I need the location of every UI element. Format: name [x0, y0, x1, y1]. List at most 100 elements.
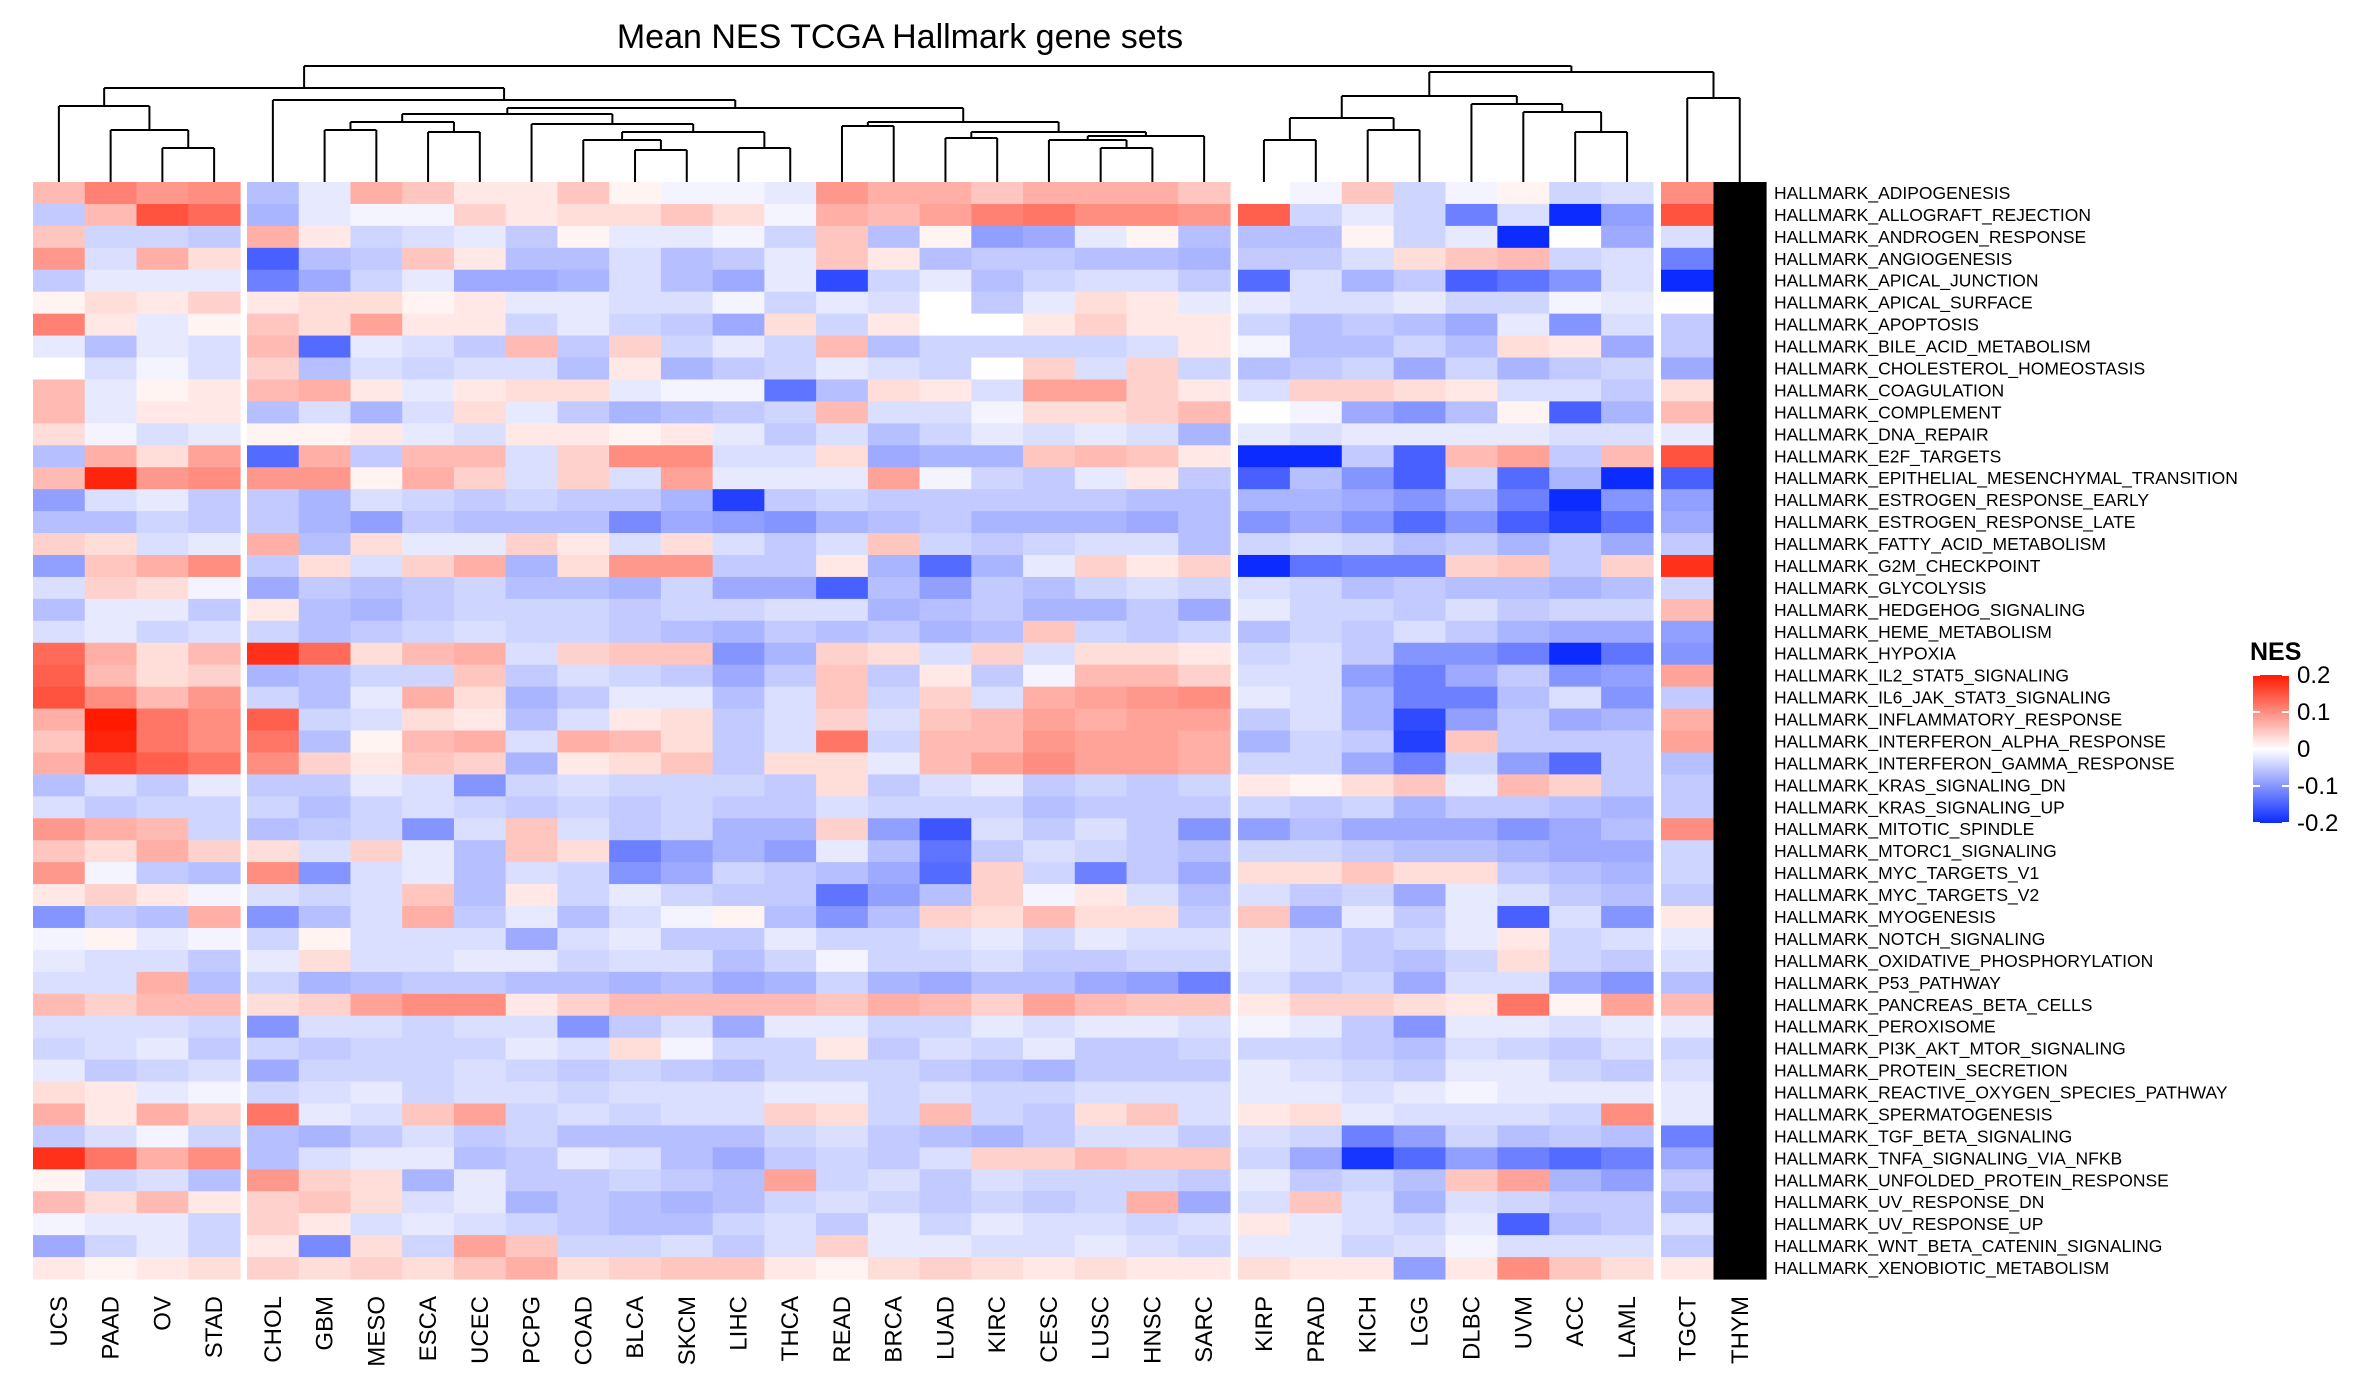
cell-spermatogenesis-esca	[402, 1103, 455, 1127]
cell-epithelial-mesenchymal-transition-blca	[609, 467, 662, 490]
cell-il2-stat5-signaling-blca	[609, 664, 662, 688]
cell-apoptosis-read	[816, 313, 869, 337]
cell-fatty-acid-metabolism-meso	[350, 533, 403, 556]
cell-interferon-gamma-response-chol	[247, 752, 300, 775]
cell-hypoxia-tgct	[1661, 642, 1715, 666]
cell-tnfa-signaling-via-nfkb-kirp	[1238, 1147, 1291, 1170]
cell-angiogenesis-read	[816, 247, 869, 271]
cell-apical-junction-luad	[919, 269, 972, 293]
cell-apoptosis-lusc	[1074, 313, 1128, 337]
cell-myogenesis-gbm	[298, 906, 352, 929]
cell-allograft-rejection-esca	[402, 203, 455, 227]
cell-coagulation-read	[816, 379, 869, 402]
cell-allograft-rejection-tgct	[1661, 203, 1715, 227]
cell-bile-acid-metabolism-gbm	[298, 335, 352, 359]
cell-interferon-gamma-response-kich	[1341, 752, 1395, 775]
row-label-apical-junction: HALLMARK_APICAL_JUNCTION	[1774, 271, 2039, 292]
cell-heme-metabolism-kirc	[971, 620, 1024, 644]
cell-p53-pathway-gbm	[298, 971, 352, 995]
cell-tnfa-signaling-via-nfkb-kich	[1341, 1147, 1395, 1170]
cell-glycolysis-sarc	[1178, 576, 1231, 600]
cell-myogenesis-thca	[764, 906, 817, 929]
cell-dna-repair-sarc	[1178, 423, 1231, 446]
cell-kras-signaling-up-coad	[557, 796, 610, 819]
cell-protein-secretion-tgct	[1661, 1059, 1715, 1083]
cell-dna-repair-meso	[350, 423, 403, 446]
cell-myc-targets-v1-read	[816, 862, 869, 885]
cell-interferon-alpha-response-esca	[402, 730, 455, 754]
cell-myc-targets-v2-lgg	[1393, 884, 1447, 907]
cell-tnfa-signaling-via-nfkb-pcpg	[505, 1147, 559, 1170]
cell-unfolded-protein-response-lusc	[1074, 1169, 1128, 1192]
column-label-dlbc: DLBC	[1458, 1296, 1485, 1360]
cell-androgen-response-prad	[1289, 225, 1343, 249]
cell-myc-targets-v2-brca	[867, 884, 921, 907]
cell-epithelial-mesenchymal-transition-coad	[557, 467, 610, 490]
cell-heme-metabolism-thym	[1713, 620, 1767, 644]
cell-inflammatory-response-chol	[247, 708, 300, 732]
cell-tgf-beta-signaling-stad	[188, 1125, 241, 1148]
cell-inflammatory-response-blca	[609, 708, 662, 732]
column-label-hnsc: HNSC	[1139, 1296, 1166, 1364]
cell-dna-repair-pcpg	[505, 423, 559, 446]
cell-mitotic-spindle-lgg	[1393, 818, 1447, 841]
column-label-acc: ACC	[1562, 1296, 1589, 1347]
cell-protein-secretion-dlbc	[1445, 1059, 1498, 1083]
cell-myc-targets-v1-luad	[919, 862, 972, 885]
cell-uv-response-dn-cesc	[1023, 1191, 1076, 1214]
cell-cholesterol-homeostasis-brca	[867, 357, 921, 381]
cell-fatty-acid-metabolism-skcm	[660, 533, 714, 556]
cell-myogenesis-acc	[1549, 906, 1602, 929]
cell-kras-signaling-dn-luad	[919, 774, 972, 797]
cell-wnt-beta-catenin-signaling-lusc	[1074, 1235, 1128, 1258]
cell-cholesterol-homeostasis-dlbc	[1445, 357, 1498, 381]
cell-unfolded-protein-response-read	[816, 1169, 869, 1192]
cell-myc-targets-v2-kich	[1341, 884, 1395, 907]
cell-tnfa-signaling-via-nfkb-lusc	[1074, 1147, 1128, 1170]
cell-myc-targets-v2-coad	[557, 884, 610, 907]
legend-title: NES	[2250, 638, 2301, 666]
cell-pi3k-akt-mtor-signaling-kich	[1341, 1037, 1395, 1061]
cell-allograft-rejection-chol	[247, 203, 300, 227]
cell-allograft-rejection-ucec	[453, 203, 507, 227]
cell-apical-junction-ov	[136, 269, 189, 293]
cell-myc-targets-v2-thym	[1713, 884, 1767, 907]
row-label-adipogenesis: HALLMARK_ADIPOGENESIS	[1774, 183, 2010, 204]
cell-kras-signaling-dn-chol	[247, 774, 300, 797]
cell-coagulation-sarc	[1178, 379, 1231, 402]
cell-adipogenesis-lusc	[1074, 182, 1128, 205]
cell-g2m-checkpoint-kirc	[971, 554, 1024, 578]
column-label-brca: BRCA	[881, 1296, 908, 1363]
cell-androgen-response-dlbc	[1445, 225, 1498, 249]
cell-spermatogenesis-coad	[557, 1103, 610, 1127]
cell-interferon-gamma-response-dlbc	[1445, 752, 1498, 775]
cell-adipogenesis-blca	[609, 182, 662, 205]
cell-hypoxia-hnsc	[1126, 642, 1179, 666]
cell-oxidative-phosphorylation-cesc	[1023, 949, 1076, 973]
cell-heme-metabolism-ucec	[453, 620, 507, 644]
cell-uv-response-dn-esca	[402, 1191, 455, 1214]
cell-uv-response-dn-pcpg	[505, 1191, 559, 1214]
cell-interferon-gamma-response-stad	[188, 752, 241, 775]
cell-xenobiotic-metabolism-prad	[1289, 1257, 1343, 1280]
cell-oxidative-phosphorylation-coad	[557, 949, 610, 973]
cell-pi3k-akt-mtor-signaling-stad	[188, 1037, 241, 1061]
cell-hedgehog-signaling-skcm	[660, 598, 714, 622]
cell-uv-response-dn-chol	[247, 1191, 300, 1214]
cell-apical-surface-esca	[402, 291, 455, 315]
cell-unfolded-protein-response-stad	[188, 1169, 241, 1192]
cell-il2-stat5-signaling-sarc	[1178, 664, 1231, 688]
cell-hedgehog-signaling-meso	[350, 598, 403, 622]
cell-androgen-response-paad	[84, 225, 138, 249]
cell-e2f-targets-chol	[247, 445, 300, 468]
cell-pi3k-akt-mtor-signaling-hnsc	[1126, 1037, 1179, 1061]
cell-unfolded-protein-response-lgg	[1393, 1169, 1447, 1192]
cell-p53-pathway-read	[816, 971, 869, 995]
cell-g2m-checkpoint-meso	[350, 554, 403, 578]
cell-unfolded-protein-response-skcm	[660, 1169, 714, 1192]
column-label-ucs: UCS	[46, 1296, 73, 1347]
cell-xenobiotic-metabolism-read	[816, 1257, 869, 1280]
cell-uv-response-dn-lgg	[1393, 1191, 1447, 1214]
cell-cholesterol-homeostasis-chol	[247, 357, 300, 381]
cell-apoptosis-prad	[1289, 313, 1343, 337]
